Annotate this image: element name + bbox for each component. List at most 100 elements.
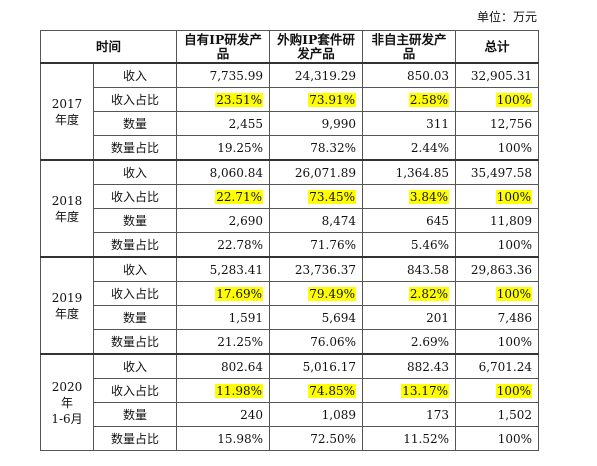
value-text: 24,319.29 (294, 68, 356, 83)
value-cell: 5.46% (362, 232, 456, 258)
value-cell: 11.52% (362, 426, 456, 451)
period-line: 2019 (51, 290, 83, 305)
row-label: 收入占比 (93, 281, 177, 306)
data-row: 收入占比 17.69% 79.49% 2.82% 100% (41, 281, 539, 306)
value-text: 8,474 (321, 213, 356, 228)
value-cell: 2,690 (176, 208, 270, 233)
value-text: 2.82% (408, 286, 449, 301)
value-text: 100% (497, 237, 532, 252)
value-cell: 7,735.99 (176, 62, 270, 88)
value-text: 2.58% (408, 92, 449, 107)
value-cell: 5,694 (269, 305, 363, 330)
value-cell: 100% (455, 135, 539, 161)
value-text: 2,455 (228, 116, 263, 131)
value-text: 645 (426, 213, 449, 228)
data-row: 收入占比 11.98% 74.85% 13.17% 100% (41, 378, 539, 403)
header-cell: 非自主研发产品 (362, 30, 456, 64)
value-text: 19.25% (217, 140, 263, 155)
value-text: 74.85% (308, 383, 356, 398)
value-cell: 100% (455, 281, 539, 306)
value-text: 100% (495, 92, 532, 107)
value-text: 12,756 (490, 116, 532, 131)
header-cell: 外购IP套件研发产品 (269, 30, 363, 64)
data-row: 数量 2,690 8,474 645 11,809 (41, 208, 539, 233)
value-cell: 1,364.85 (362, 159, 456, 185)
value-cell: 22.78% (176, 232, 270, 258)
value-text: 23.51% (215, 92, 263, 107)
value-text: 311 (426, 116, 449, 131)
value-text: 5,016.17 (302, 359, 356, 374)
value-text: 8,060.84 (209, 165, 263, 180)
value-text: 5.46% (410, 237, 449, 252)
row-label: 数量 (93, 402, 177, 427)
value-text: 7,735.99 (209, 68, 263, 83)
value-text: 15.98% (217, 431, 263, 446)
value-cell: 35,497.58 (455, 159, 539, 185)
value-cell: 311 (362, 111, 456, 136)
period-cell: 2020年 1-6月 (40, 353, 94, 451)
value-text: 9,990 (321, 116, 356, 131)
value-text: 5,283.41 (209, 262, 263, 277)
row-label: 收入 (93, 159, 177, 185)
value-cell: 72.50% (269, 426, 363, 451)
data-row: 数量占比 22.78% 71.76% 5.46% 100% (41, 232, 539, 258)
value-cell: 882.43 (362, 353, 456, 379)
value-cell: 73.91% (269, 87, 363, 112)
value-cell: 21.25% (176, 329, 270, 355)
value-text: 76.06% (310, 334, 356, 349)
value-cell: 15.98% (176, 426, 270, 451)
value-text: 32,905.31 (470, 68, 532, 83)
value-cell: 3.84% (362, 184, 456, 209)
value-text: 5,694 (321, 310, 356, 325)
value-text: 11,809 (490, 213, 532, 228)
value-cell: 2.44% (362, 135, 456, 161)
value-text: 22.78% (217, 237, 263, 252)
value-cell: 23.51% (176, 87, 270, 112)
value-cell: 2,455 (176, 111, 270, 136)
data-row: 数量占比 15.98% 72.50% 11.52% 100% (41, 426, 539, 451)
value-cell: 24,319.29 (269, 62, 363, 88)
value-cell: 240 (176, 402, 270, 427)
value-text: 2,690 (228, 213, 263, 228)
data-row: 收入占比 23.51% 73.91% 2.58% 100% (41, 87, 539, 112)
value-cell: 1,502 (455, 402, 539, 427)
value-text: 73.91% (308, 92, 356, 107)
value-text: 843.58 (407, 262, 449, 277)
value-cell: 100% (455, 426, 539, 451)
value-text: 22.71% (215, 189, 263, 204)
row-label: 收入占比 (93, 378, 177, 403)
value-cell: 100% (455, 378, 539, 403)
period-cell: 2018 年度 (40, 159, 94, 258)
value-cell: 1,591 (176, 305, 270, 330)
value-cell: 100% (455, 184, 539, 209)
value-cell: 6,701.24 (455, 353, 539, 379)
value-text: 72.50% (310, 431, 356, 446)
value-cell: 22.71% (176, 184, 270, 209)
value-text: 79.49% (308, 286, 356, 301)
value-text: 3.84% (408, 189, 449, 204)
value-cell: 8,060.84 (176, 159, 270, 185)
value-text: 240 (240, 407, 263, 422)
data-row: 2019 年度 收入 5,283.41 23,736.37 843.58 29,863.36 (40, 256, 539, 355)
value-cell: 2.82% (362, 281, 456, 306)
value-cell: 29,863.36 (455, 256, 539, 282)
value-cell: 5,283.41 (176, 256, 270, 282)
value-text: 100% (495, 286, 532, 301)
value-text: 29,863.36 (470, 262, 532, 277)
value-text: 2.69% (410, 334, 449, 349)
data-row: 2020年 1-6月 收入 802.64 5,016.17 882.43 6,701.24 (40, 353, 539, 451)
value-cell: 71.76% (269, 232, 363, 258)
row-label: 数量占比 (93, 426, 177, 451)
header-cell: 自有IP研发产品 (176, 30, 270, 64)
period-line: 年度 (54, 112, 79, 127)
period-cell: 2019 年度 (40, 256, 94, 355)
value-text: 13.17% (401, 383, 449, 398)
value-cell: 9,990 (269, 111, 363, 136)
data-row: 数量 2,455 9,990 311 12,756 (41, 111, 539, 136)
data-row: 2018 年度 收入 8,060.84 26,071.89 1,364.85 35,497.… (40, 159, 539, 258)
period-line: 1-6月 (51, 411, 83, 426)
value-cell: 79.49% (269, 281, 363, 306)
row-label: 数量占比 (93, 135, 177, 161)
value-text: 21.25% (217, 334, 263, 349)
